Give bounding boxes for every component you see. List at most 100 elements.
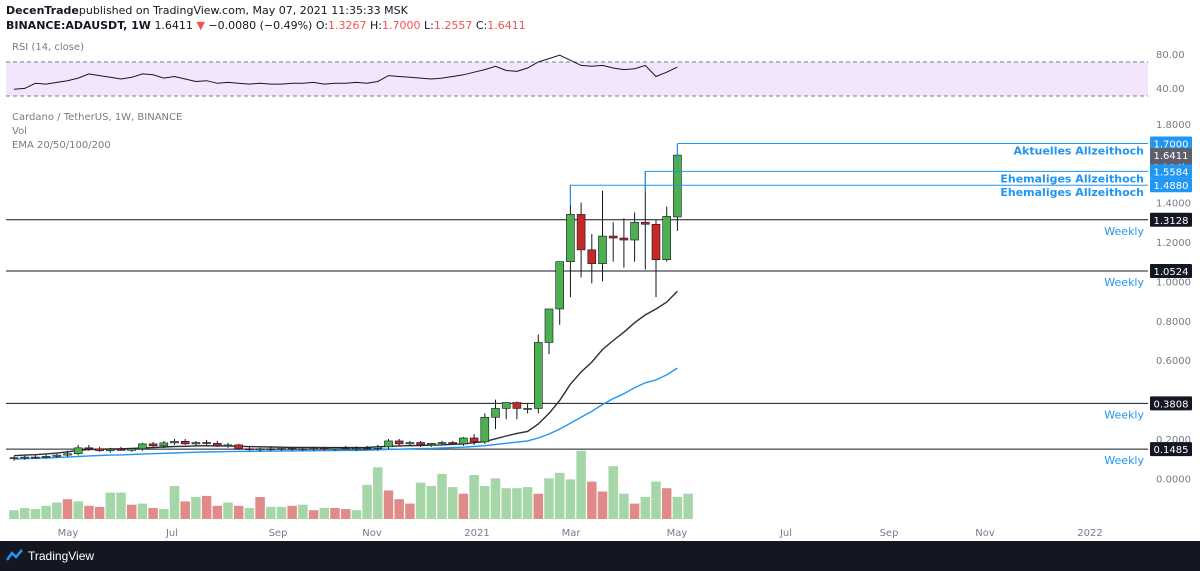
ema-20-line bbox=[13, 290, 678, 457]
volume-bar bbox=[351, 510, 362, 519]
candle-body bbox=[662, 216, 672, 261]
volume-bars bbox=[9, 450, 693, 519]
volume-bar bbox=[554, 472, 565, 519]
main-legend: Cardano / TetherUS, 1W, BINANCE bbox=[12, 112, 182, 123]
annotations: Aktuelles Allzeithoch Ehemaliges Allzeith… bbox=[569, 142, 1148, 206]
price-chart[interactable]: RSI (14, close) 80.00 40.00 Cardano / Te… bbox=[0, 36, 1200, 541]
price-box bbox=[1150, 164, 1192, 179]
volume-bar bbox=[73, 501, 83, 519]
level-lines: Weekly Weekly Weekly Weekly bbox=[6, 219, 1148, 467]
price-box bbox=[1150, 178, 1192, 193]
symbol-label[interactable]: BINANCE:ADAUSDT, 1W bbox=[6, 19, 151, 32]
y-tick-label: 0.0000 bbox=[1156, 474, 1191, 485]
candle-body bbox=[384, 440, 393, 448]
candle-body bbox=[41, 455, 51, 458]
price-box-label: 1.3128 bbox=[1154, 216, 1189, 227]
y-tick-label: 0.2000 bbox=[1156, 435, 1191, 446]
volume-bar bbox=[608, 466, 618, 519]
volume-bar bbox=[244, 508, 255, 519]
ath-label: Ehemaliges Allzeithoch bbox=[1000, 186, 1144, 199]
vol-legend: Vol bbox=[12, 126, 27, 137]
volume-bar bbox=[94, 506, 105, 519]
candle-body bbox=[352, 447, 361, 450]
volume-bar bbox=[426, 486, 437, 519]
rsi-legend: RSI (14, close) bbox=[12, 42, 84, 53]
x-tick-label: 2022 bbox=[1077, 528, 1102, 539]
candle-body bbox=[31, 456, 40, 459]
candle-body bbox=[20, 456, 30, 459]
tradingview-logo-icon[interactable] bbox=[6, 548, 24, 564]
weekly-label: Weekly bbox=[1104, 408, 1144, 421]
volume-bar bbox=[501, 488, 511, 519]
candle-body bbox=[640, 221, 650, 225]
candle-body bbox=[512, 402, 522, 409]
volume-bar bbox=[223, 502, 233, 519]
candle-body bbox=[576, 214, 586, 251]
price-box-label: 1.6411 bbox=[1154, 151, 1189, 162]
publish-info: DecenTradepublished on TradingView.com, … bbox=[6, 4, 408, 17]
candle-body bbox=[73, 447, 83, 455]
candle-body bbox=[138, 443, 147, 450]
x-tick-label: Jul bbox=[779, 528, 792, 539]
volume-bar bbox=[447, 487, 458, 519]
x-tick-label: Mar bbox=[562, 528, 582, 539]
ema-legend: EMA 20/50/100/200 bbox=[12, 140, 111, 151]
volume-bar bbox=[490, 478, 501, 519]
volume-bar bbox=[105, 492, 116, 519]
candle-body bbox=[608, 235, 618, 239]
ath-label: Ehemaliges Allzeithoch bbox=[1000, 172, 1144, 185]
candle-body bbox=[619, 237, 629, 241]
x-tick-label: Sep bbox=[269, 528, 288, 539]
footer-brand[interactable]: TradingView bbox=[28, 549, 95, 563]
candle-body bbox=[448, 442, 458, 445]
x-tick-label: 2021 bbox=[464, 528, 489, 539]
volume-bar bbox=[415, 482, 426, 519]
x-tick-label: Jul bbox=[165, 528, 178, 539]
candle-body bbox=[416, 442, 425, 446]
rsi-tick-40: 40.00 bbox=[1156, 84, 1185, 95]
volume-bar bbox=[137, 503, 148, 519]
candle-body bbox=[116, 448, 126, 451]
volume-bar bbox=[212, 505, 223, 519]
price-box bbox=[1150, 396, 1192, 411]
candle-body bbox=[426, 442, 436, 446]
volume-bar bbox=[330, 508, 340, 519]
high-label: H: bbox=[370, 19, 383, 32]
candle-body bbox=[480, 416, 490, 443]
volume-bar bbox=[169, 486, 180, 519]
price-box-label: 0.1485 bbox=[1154, 445, 1189, 456]
candle-body bbox=[159, 442, 169, 447]
y-tick-label: 1.0000 bbox=[1156, 277, 1191, 288]
price-box bbox=[1150, 264, 1192, 279]
x-tick-label: Nov bbox=[975, 528, 995, 539]
volume-bar bbox=[266, 506, 276, 519]
author-name[interactable]: DecenTrade bbox=[6, 4, 79, 17]
volume-bar bbox=[651, 481, 661, 519]
candle-body bbox=[501, 402, 511, 409]
candle-body bbox=[566, 214, 575, 262]
candle-body bbox=[651, 223, 661, 261]
candle-body bbox=[245, 448, 254, 451]
candle-body bbox=[394, 440, 404, 445]
rsi-line bbox=[13, 54, 678, 90]
rsi-band bbox=[6, 62, 1148, 96]
candle-body bbox=[523, 408, 532, 410]
candle-body bbox=[373, 446, 383, 449]
candle-body bbox=[673, 154, 682, 218]
ema-lines bbox=[13, 290, 678, 460]
price-change: −0.0080 (−0.49%) bbox=[208, 19, 313, 32]
candle-body bbox=[330, 447, 340, 450]
candle-body bbox=[106, 448, 115, 452]
volume-bar bbox=[62, 499, 73, 519]
publish-text: published on TradingView.com, May 07, 20… bbox=[78, 4, 408, 17]
volume-bar bbox=[672, 497, 683, 519]
volume-bar bbox=[640, 497, 651, 519]
open-label: O: bbox=[315, 19, 329, 32]
volume-bar bbox=[19, 508, 30, 519]
candle-body bbox=[309, 447, 318, 450]
candle-body bbox=[127, 448, 136, 451]
volume-bar bbox=[405, 503, 415, 519]
rsi-tick-80: 80.00 bbox=[1156, 50, 1185, 61]
x-tick-label: May bbox=[58, 528, 79, 539]
